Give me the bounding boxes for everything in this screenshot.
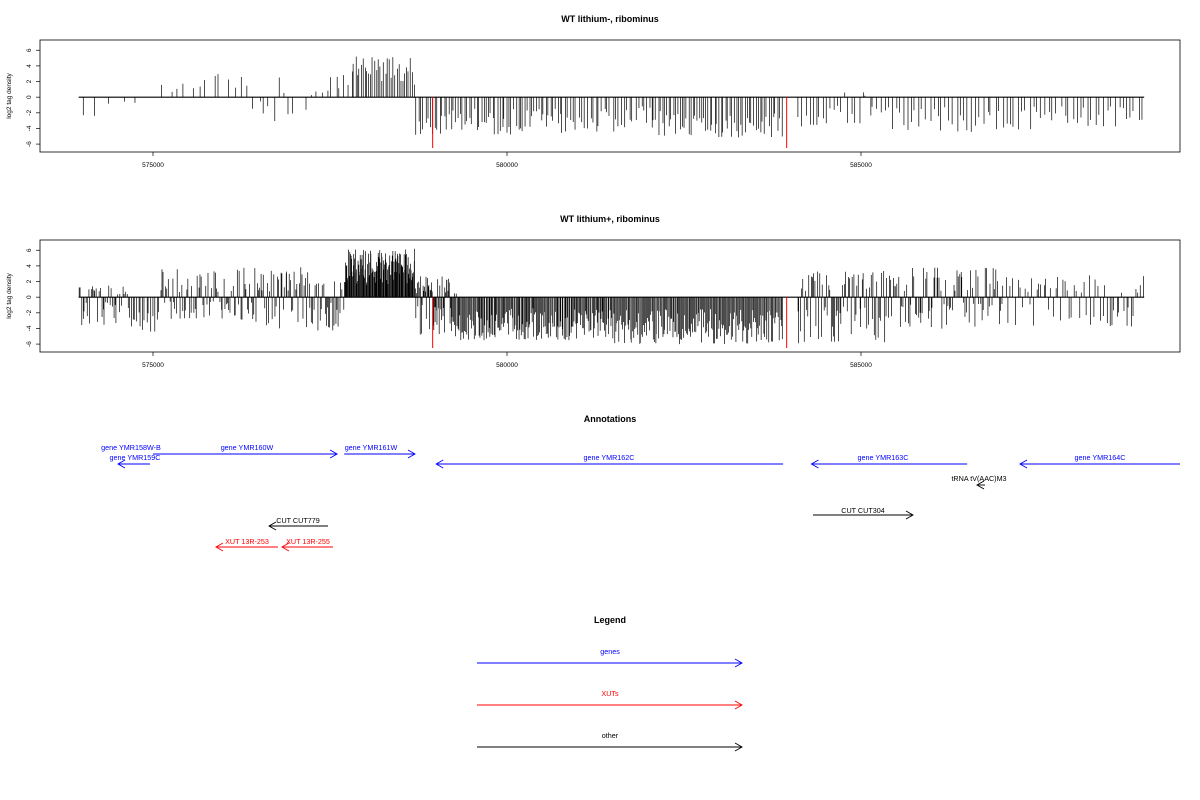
gene-arrow-head xyxy=(435,459,444,469)
y-axis: 6 4 2 0 -2 -4 -6 xyxy=(26,48,40,147)
legend-item: XUTs xyxy=(477,689,743,710)
other-arrow-head xyxy=(268,521,277,531)
y-axis-label: log2 tag density xyxy=(6,72,13,118)
xut-feature: XUT 13R-253 xyxy=(215,537,278,552)
gene-arrow-head xyxy=(117,459,126,469)
xut-arrow-head xyxy=(281,542,290,552)
y-tick-label: 0 xyxy=(26,295,33,299)
xut-arrow-head xyxy=(215,542,224,552)
other-label: CUT CUT304 xyxy=(841,506,884,515)
legend: Legend genes XUTs other xyxy=(477,615,743,752)
y-tick-label: 4 xyxy=(26,64,33,68)
x-axis: 575000 580000 585000 xyxy=(142,152,872,169)
gene-arrow-head xyxy=(329,449,338,459)
y-tick-label: -4 xyxy=(26,125,33,131)
panel-lithium-minus: WT lithium-, ribominus log2 tag density … xyxy=(6,14,1181,169)
x-axis: 575000 580000 585000 xyxy=(142,352,872,369)
legend-arrow-head xyxy=(734,742,743,752)
legend-arrow-head xyxy=(734,700,743,710)
y-tick-label: -6 xyxy=(26,341,33,347)
y-tick-label: 2 xyxy=(26,279,33,283)
other-feature: CUT CUT304 xyxy=(813,506,914,520)
gene-label: gene YMR162C xyxy=(583,453,634,462)
legend-item: genes xyxy=(477,647,743,668)
x-tick-label: 575000 xyxy=(142,162,164,169)
y-tick-label: -2 xyxy=(26,110,33,116)
y-axis-label: log2 tag density xyxy=(6,272,13,318)
density-bars xyxy=(78,248,1145,348)
annotations-title: Annotations xyxy=(584,414,637,424)
x-tick-label: 580000 xyxy=(496,162,518,169)
gene-label: gene YMR158W-B xyxy=(101,443,161,452)
y-tick-label: -2 xyxy=(26,310,33,316)
other-feature: CUT CUT779 xyxy=(268,516,328,531)
gene-feature: gene YMR158W-B xyxy=(101,443,161,452)
other-label: CUT CUT779 xyxy=(276,516,319,525)
x-tick-label: 585000 xyxy=(850,362,872,369)
gene-label: gene YMR159C xyxy=(109,453,160,462)
y-tick-label: 6 xyxy=(26,48,33,52)
x-tick-label: 580000 xyxy=(496,362,518,369)
other-feature: tRNA tV(AAC)M3 xyxy=(951,474,1007,490)
xut-label: XUT 13R-255 xyxy=(286,537,330,546)
legend-label: genes xyxy=(600,647,620,656)
gene-feature: gene YMR163C xyxy=(810,453,968,469)
plot-frame xyxy=(39,39,1181,153)
gene-arrow-head xyxy=(1019,459,1028,469)
gene-label: gene YMR164C xyxy=(1074,453,1125,462)
panel-title: WT lithium-, ribominus xyxy=(561,14,659,24)
plot-frame xyxy=(39,239,1181,353)
y-tick-label: -4 xyxy=(26,325,33,331)
y-tick-label: 4 xyxy=(26,264,33,268)
xut-label: XUT 13R-253 xyxy=(225,537,269,546)
panel-title: WT lithium+, ribominus xyxy=(560,214,660,224)
gene-feature: gene YMR164C xyxy=(1019,453,1180,469)
gene-feature: gene YMR161W xyxy=(344,443,416,459)
y-tick-label: 0 xyxy=(26,95,33,99)
gene-arrow-head xyxy=(810,459,819,469)
other-label: tRNA tV(AAC)M3 xyxy=(951,474,1006,483)
x-tick-label: 585000 xyxy=(850,162,872,169)
xut-feature: XUT 13R-255 xyxy=(281,537,333,552)
legend-label: other xyxy=(602,731,619,740)
gene-label: gene YMR163C xyxy=(857,453,908,462)
y-tick-label: 2 xyxy=(26,79,33,83)
density-bars xyxy=(78,56,1145,148)
other-arrow-head xyxy=(976,480,985,490)
gene-arrow-head xyxy=(407,449,416,459)
gene-label: gene YMR160W xyxy=(221,443,274,452)
gene-feature: gene YMR159C xyxy=(109,453,161,469)
gene-label: gene YMR161W xyxy=(345,443,398,452)
legend-title: Legend xyxy=(594,615,626,625)
legend-label: XUTs xyxy=(601,689,619,698)
legend-items: genes XUTs other xyxy=(477,647,743,752)
y-tick-label: -6 xyxy=(26,141,33,147)
x-tick-label: 575000 xyxy=(142,362,164,369)
y-tick-label: 6 xyxy=(26,248,33,252)
legend-item: other xyxy=(477,731,743,752)
other-arrow-head xyxy=(905,510,914,520)
gene-feature: gene YMR162C xyxy=(435,453,784,469)
y-axis: 6 4 2 0 -2 -4 -6 xyxy=(26,248,40,347)
panel-lithium-plus: WT lithium+, ribominus log2 tag density … xyxy=(6,214,1181,369)
gene-feature: gene YMR160W xyxy=(153,443,338,459)
legend-arrow-head xyxy=(734,658,743,668)
